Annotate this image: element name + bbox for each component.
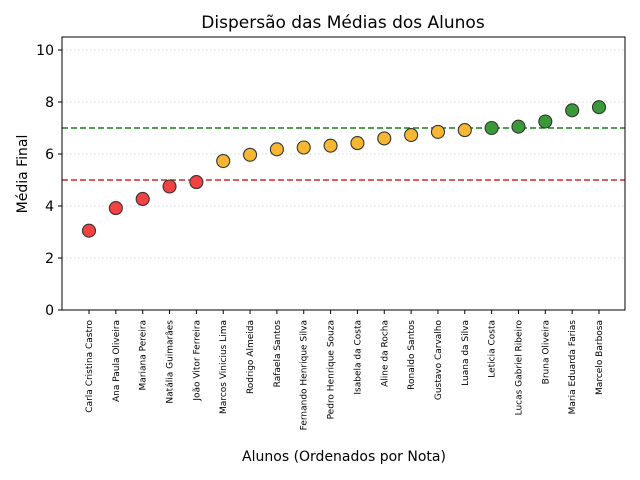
data-point xyxy=(269,142,284,157)
data-point xyxy=(323,138,338,153)
data-point xyxy=(243,147,258,162)
data-point xyxy=(457,123,472,138)
y-tick-label: 0 xyxy=(45,303,54,319)
x-tick-label: Natália Guimarães xyxy=(166,320,176,404)
x-tick-label: Rodrigo Almeida xyxy=(246,320,256,394)
chart-title: Dispersão das Médias dos Alunos xyxy=(201,13,485,33)
x-tick-label: João Vitor Ferreira xyxy=(192,320,202,402)
x-tick-label: Marcos Vinicius Lima xyxy=(219,320,229,414)
x-axis-ticks: Carla Cristina Castro Ana Paula Oliveira M… xyxy=(85,310,605,430)
x-tick-label: Bruna Oliveira xyxy=(541,320,551,384)
x-tick-label: Fernando Henrique Silva xyxy=(300,320,310,430)
data-point xyxy=(538,114,553,129)
y-tick-label: 2 xyxy=(45,251,54,267)
x-tick-label: Leticia Costa xyxy=(488,320,498,378)
data-point xyxy=(216,153,231,169)
axes-frame xyxy=(61,36,626,311)
x-tick-label: Pedro Henrique Souza xyxy=(327,320,337,419)
x-tick-label: Mariana Pereira xyxy=(139,320,149,390)
y-axis-ticks: 0 2 4 6 8 10 xyxy=(36,43,62,319)
data-point xyxy=(350,136,365,151)
x-tick-label: Lucas Gabriel Ribeiro xyxy=(514,320,524,416)
y-tick-label: 8 xyxy=(45,95,54,111)
y-tick-label: 4 xyxy=(45,199,54,215)
x-tick-label: Luana da Silva xyxy=(461,320,471,386)
data-point xyxy=(377,131,392,146)
data-point xyxy=(162,179,177,194)
data-point xyxy=(430,124,445,139)
x-tick-label: Marcelo Barbosa xyxy=(595,320,605,395)
x-tick-label: Gustavo Carvalho xyxy=(434,320,444,401)
data-point xyxy=(108,201,123,216)
x-axis-label: Alunos (Ordenados por Nota) xyxy=(242,449,446,465)
y-tick-label: 6 xyxy=(45,147,54,163)
data-point xyxy=(565,103,580,118)
data-point xyxy=(135,191,150,207)
y-tick-label: 10 xyxy=(36,43,54,59)
data-point xyxy=(189,175,204,190)
data-point xyxy=(511,119,526,134)
data-point xyxy=(484,120,499,136)
x-tick-label: Ronaldo Santos xyxy=(407,320,417,390)
data-point xyxy=(81,223,97,238)
x-tick-label: Maria Eduarda Farias xyxy=(568,320,578,415)
x-tick-label: Ana Paula Oliveira xyxy=(112,320,122,402)
x-tick-label: Isabela da Costa xyxy=(353,320,363,395)
data-point xyxy=(404,127,419,143)
data-point xyxy=(591,100,607,115)
data-point xyxy=(296,140,311,155)
x-tick-label: Carla Cristina Castro xyxy=(85,320,95,413)
x-tick-label: Rafaela Santos xyxy=(273,320,283,388)
y-axis-label: Média Final xyxy=(15,135,31,214)
data-points xyxy=(81,100,607,238)
x-tick-label: Aline da Rocha xyxy=(380,320,390,387)
reference-lines xyxy=(62,127,625,181)
